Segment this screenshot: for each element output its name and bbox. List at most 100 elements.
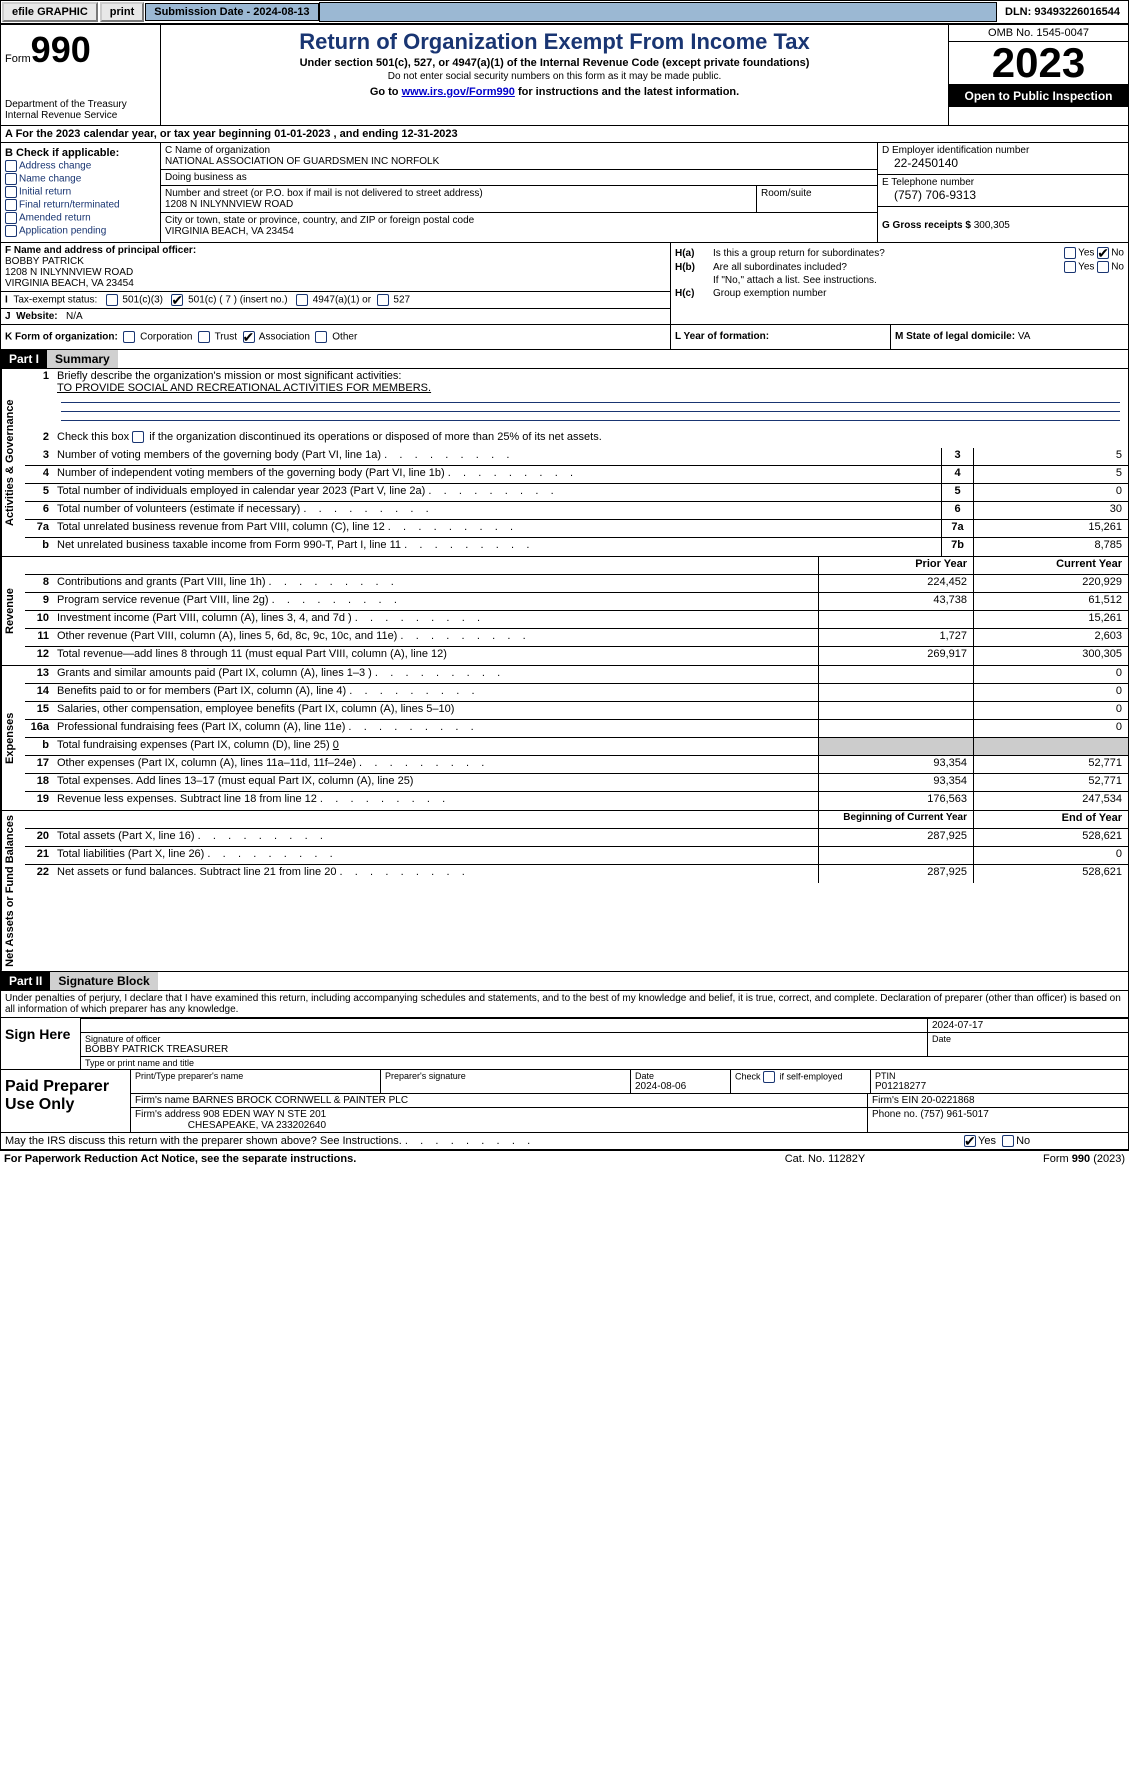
firm-ein: 20-0221868 (921, 1095, 974, 1106)
chk-application-pending[interactable]: Application pending (5, 225, 156, 237)
firm-addr2: CHESAPEAKE, VA 233202640 (188, 1120, 326, 1131)
form-header: Form990 Department of the Treasury Inter… (0, 24, 1129, 126)
hb-note: If "No," attach a list. See instructions… (675, 275, 1124, 286)
form-footer: Form 990 (2023) (925, 1153, 1125, 1165)
part1-bar: Part I Summary (0, 350, 1129, 369)
ein-value: 22-2450140 (882, 156, 1124, 170)
officer-label: F Name and address of principal officer: (5, 245, 196, 256)
line11-current: 2,603 (973, 629, 1128, 646)
cat-no: Cat. No. 11282Y (725, 1153, 925, 1165)
website-row: J Website: N/A (1, 308, 670, 324)
hb-no[interactable] (1097, 261, 1109, 273)
chk-527[interactable] (377, 294, 389, 306)
tax-year-end: 12-31-2023 (401, 128, 457, 140)
discuss-no[interactable] (1002, 1135, 1014, 1147)
firm-ein-label: Firm's EIN (872, 1095, 921, 1106)
end-year-header: End of Year (973, 811, 1128, 828)
line7b-text: Net unrelated business taxable income fr… (53, 538, 941, 556)
chk-initial-return[interactable]: Initial return (5, 186, 156, 198)
chk-other[interactable] (315, 331, 327, 343)
chk-amended-return[interactable]: Amended return (5, 212, 156, 224)
col-b-checkboxes: B Check if applicable: Address change Na… (1, 143, 161, 242)
efile-graphic-button[interactable]: efile GRAPHIC (2, 2, 98, 22)
line16b-text: Total fundraising expenses (Part IX, col… (53, 738, 818, 755)
chk-address-change[interactable]: Address change (5, 160, 156, 172)
hb-yes[interactable] (1064, 261, 1076, 273)
line22-end: 528,621 (973, 865, 1128, 883)
chk-501c[interactable] (171, 294, 183, 306)
vtab-expenses: Expenses (1, 666, 25, 810)
line15-prior (818, 702, 973, 719)
line10-prior (818, 611, 973, 628)
opt-trust: Trust (215, 332, 237, 343)
phone-label: E Telephone number (882, 177, 1124, 188)
line5-value: 0 (973, 484, 1128, 501)
street-label: Number and street (or P.O. box if mail i… (165, 188, 752, 199)
chk-final-return[interactable]: Final return/terminated (5, 199, 156, 211)
opt-501c: 501(c) ( 7 ) (insert no.) (188, 295, 287, 306)
chk-501c3[interactable] (106, 294, 118, 306)
ha-yes[interactable] (1064, 247, 1076, 259)
ha-label: H(a) (675, 248, 713, 259)
chk-4947[interactable] (296, 294, 308, 306)
ha-no[interactable] (1097, 247, 1109, 259)
line15-current: 0 (973, 702, 1128, 719)
line3-text: Number of voting members of the governin… (53, 448, 941, 465)
part2-title: Signature Block (50, 972, 157, 990)
part2-header: Part II (1, 972, 50, 990)
org-name-cell: C Name of organization NATIONAL ASSOCIAT… (161, 143, 877, 170)
vtab-governance: Activities & Governance (1, 369, 25, 556)
line2-num: 2 (25, 430, 53, 448)
chk-self-employed[interactable] (763, 1071, 775, 1083)
line12-prior: 269,917 (818, 647, 973, 665)
l-year-formation: L Year of formation: (671, 325, 891, 349)
line3-num: 3 (25, 448, 53, 465)
chk-discontinued[interactable] (132, 431, 144, 443)
officer-left: F Name and address of principal officer:… (1, 243, 671, 324)
city-value: VIRGINIA BEACH, VA 23454 (165, 226, 873, 237)
vtab-net-assets: Net Assets or Fund Balances (1, 811, 25, 971)
chk-trust[interactable] (198, 331, 210, 343)
line16a-prior (818, 720, 973, 737)
chk-association[interactable] (243, 331, 255, 343)
dba-label: Doing business as (165, 172, 873, 183)
line21-text: Total liabilities (Part X, line 26) (53, 847, 818, 864)
line6-num: 6 (25, 502, 53, 519)
street-value: 1208 N INLYNNVIEW ROAD (165, 199, 752, 210)
goto-line: Go to www.irs.gov/Form990 for instructio… (171, 86, 938, 98)
dln: DLN: 93493226016544 (997, 4, 1128, 20)
officer-box: F Name and address of principal officer:… (1, 243, 670, 291)
print-button[interactable]: print (100, 2, 144, 22)
prep-date-label: Date (635, 1071, 726, 1081)
gross-value: 300,305 (974, 220, 1010, 231)
line13-current: 0 (973, 666, 1128, 683)
m-state-domicile: M State of legal domicile: VA (891, 325, 1128, 349)
opt-4947: 4947(a)(1) or (313, 295, 371, 306)
room-label: Room/suite (761, 188, 873, 199)
row-a-tax-year: A For the 2023 calendar year, or tax yea… (0, 126, 1129, 143)
chk-corporation[interactable] (123, 331, 135, 343)
discuss-row: May the IRS discuss this return with the… (0, 1133, 1129, 1150)
line7b-num: b (25, 538, 53, 556)
form-number: 990 (31, 29, 91, 70)
sig-date-value: 2024-07-17 (928, 1019, 1128, 1032)
line10-current: 15,261 (973, 611, 1128, 628)
line16a-current: 0 (973, 720, 1128, 737)
summary-expenses: Expenses 13 Grants and similar amounts p… (0, 666, 1129, 811)
line8-prior: 224,452 (818, 575, 973, 592)
signature-section: Under penalties of perjury, I declare th… (0, 991, 1129, 1133)
line9-prior: 43,738 (818, 593, 973, 610)
prior-year-header: Prior Year (818, 557, 973, 574)
chk-name-change[interactable]: Name change (5, 173, 156, 185)
discuss-yes[interactable] (964, 1135, 976, 1147)
line7b-value: 8,785 (973, 538, 1128, 556)
line12-current: 300,305 (973, 647, 1128, 665)
goto-prefix: Go to (370, 86, 402, 98)
tax-exempt-row: I Tax-exempt status: 501(c)(3) 501(c) ( … (1, 291, 670, 308)
prep-date: 2024-08-06 (635, 1081, 726, 1092)
irs-link[interactable]: www.irs.gov/Form990 (402, 86, 515, 98)
line19-prior: 176,563 (818, 792, 973, 810)
mission-text: TO PROVIDE SOCIAL AND RECREATIONAL ACTIV… (57, 382, 431, 394)
tax-year: 2023 (949, 42, 1128, 84)
k-label: K Form of organization: (5, 332, 118, 343)
